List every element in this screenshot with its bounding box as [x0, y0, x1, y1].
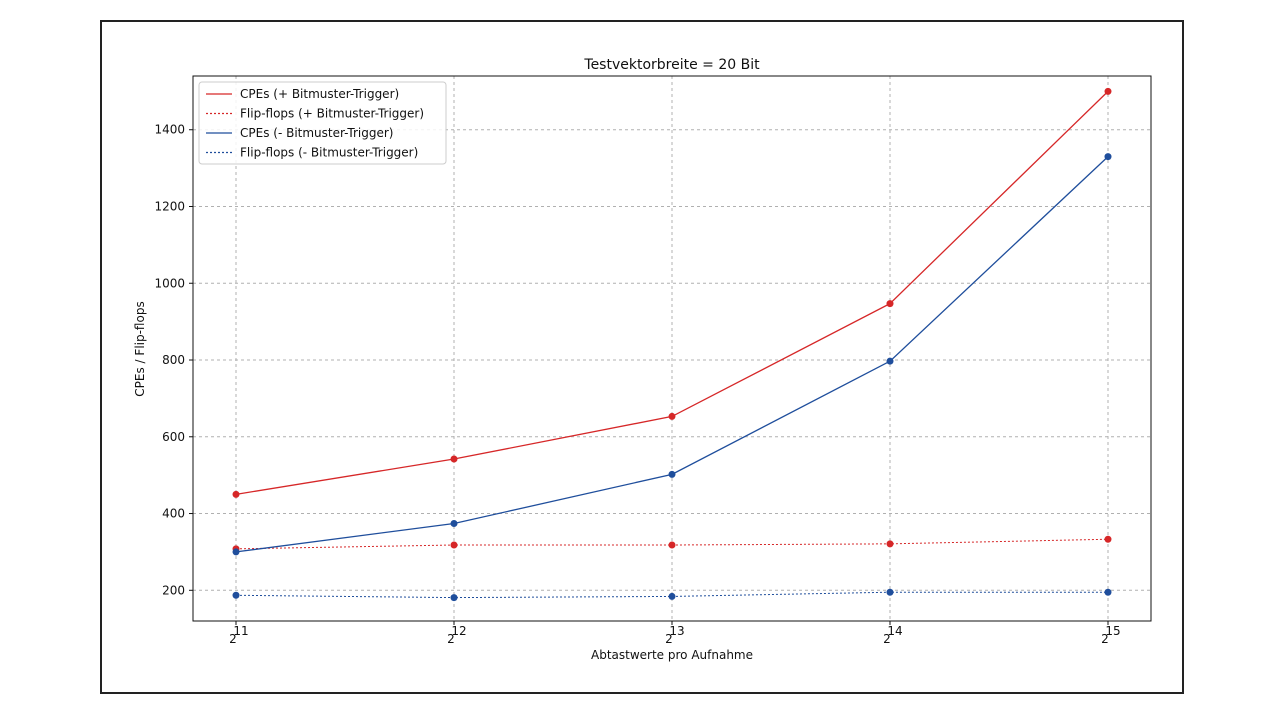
data-point [668, 541, 676, 549]
y-tick-label: 1200 [154, 199, 185, 213]
data-point [668, 412, 676, 420]
x-tick-label: 2 [883, 632, 891, 646]
data-point [668, 592, 676, 600]
legend-box [198, 81, 447, 165]
x-tick-label: 2 [229, 632, 237, 646]
y-tick-label: 1000 [154, 276, 185, 290]
legend-label: Flip-flops (+ Bitmuster-Trigger) [240, 107, 424, 121]
y-axis-ticks: 200 400 600 800 1000 1200 1400 [154, 123, 193, 597]
y-tick-label: 800 [162, 353, 185, 367]
data-point [886, 588, 894, 596]
x-tick-label: 2 [1101, 632, 1109, 646]
data-point [450, 594, 458, 602]
series-1 [232, 87, 1112, 498]
data-point [450, 520, 458, 528]
x-tick-exponent: 13 [669, 624, 684, 638]
x-tick-exponent: 12 [451, 624, 466, 638]
series-layer [232, 87, 1112, 602]
data-point [886, 357, 894, 365]
series-3 [232, 153, 1112, 556]
data-point [1104, 535, 1112, 543]
data-point [886, 540, 894, 548]
data-point [1104, 588, 1112, 596]
y-tick-label: 600 [162, 430, 185, 444]
legend-label: CPEs (+ Bitmuster-Trigger) [240, 87, 399, 101]
y-tick-label: 200 [162, 583, 185, 597]
x-axis-label: Abtastwerte pro Aufnahme [591, 648, 753, 662]
y-tick-label: 1400 [154, 123, 185, 137]
data-point [450, 541, 458, 549]
x-tick-exponent: 11 [233, 624, 248, 638]
data-point [1104, 87, 1112, 95]
legend-label: CPEs (- Bitmuster-Trigger) [240, 126, 393, 140]
chart-title: Testvektorbreite = 20 Bit [583, 57, 760, 73]
legend-label: Flip-flops (- Bitmuster-Trigger) [240, 146, 418, 160]
data-point [232, 548, 240, 556]
x-tick-label: 2 [447, 632, 455, 646]
grid-lines [193, 76, 1151, 621]
data-point [1104, 153, 1112, 161]
data-point [668, 470, 676, 478]
series-4 [232, 588, 1112, 602]
x-tick-exponent: 14 [887, 624, 902, 638]
legend: CPEs (+ Bitmuster-Trigger) Flip-flops (+ … [198, 81, 447, 165]
data-point [886, 300, 894, 308]
y-tick-label: 400 [162, 507, 185, 521]
x-tick-exponent: 15 [1105, 624, 1120, 638]
data-point [232, 490, 240, 498]
x-tick-label: 2 [665, 632, 673, 646]
data-point [232, 591, 240, 599]
y-axis-label: CPEs / Flip-flops [133, 301, 147, 396]
data-point [450, 455, 458, 463]
